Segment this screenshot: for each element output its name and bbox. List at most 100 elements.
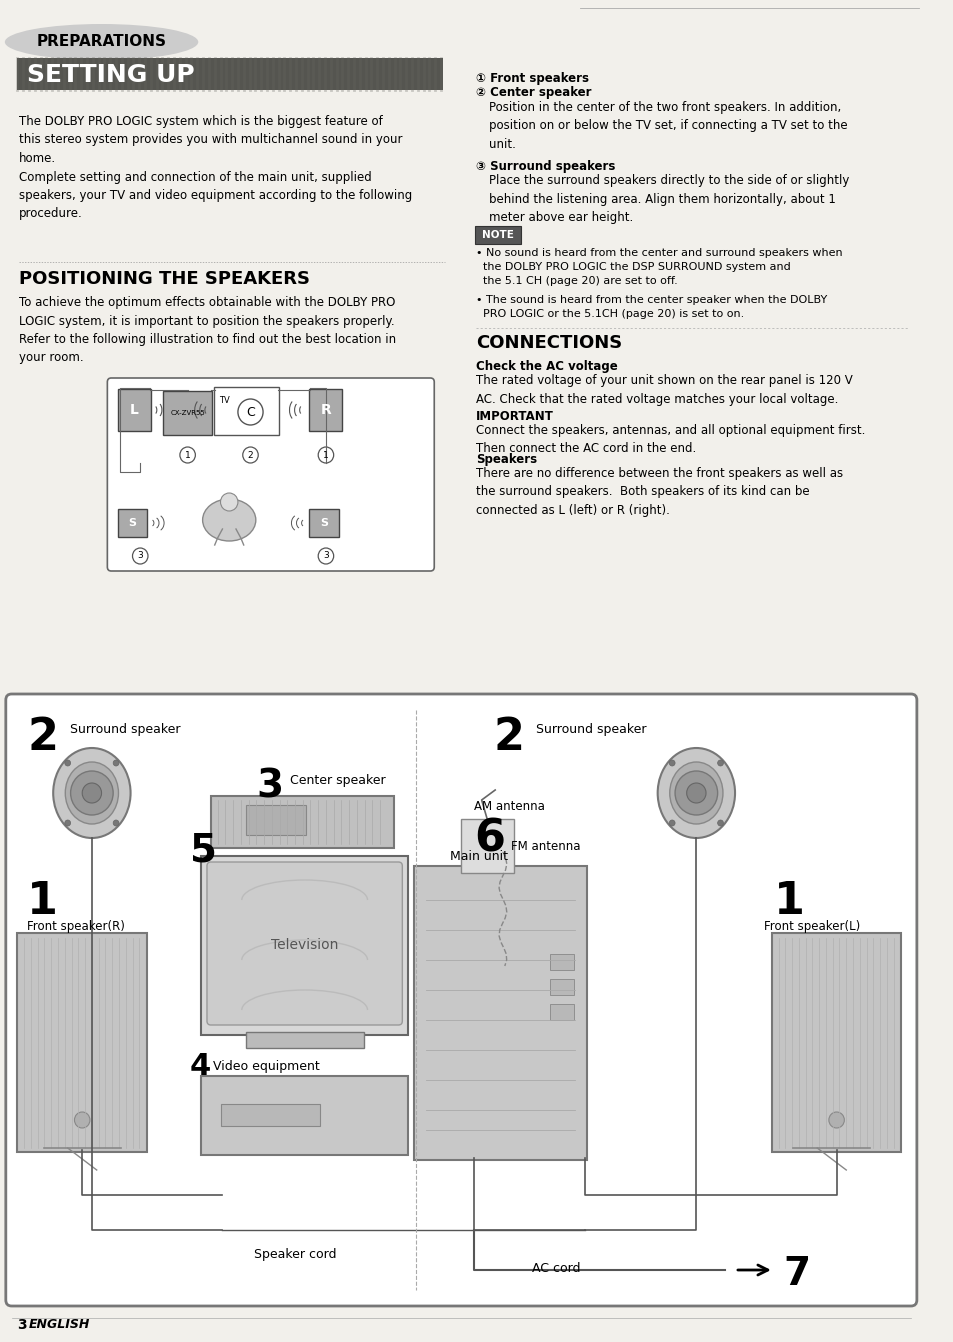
Ellipse shape	[202, 499, 255, 541]
Text: Speaker cord: Speaker cord	[253, 1248, 335, 1261]
FancyBboxPatch shape	[6, 694, 916, 1306]
FancyBboxPatch shape	[213, 386, 278, 435]
Circle shape	[686, 782, 705, 803]
Text: L: L	[130, 403, 139, 417]
Text: Front speaker(L): Front speaker(L)	[763, 921, 860, 933]
Circle shape	[180, 447, 195, 463]
Ellipse shape	[669, 762, 722, 824]
FancyBboxPatch shape	[201, 1076, 408, 1155]
Text: CX-ZVR55: CX-ZVR55	[170, 411, 205, 416]
Circle shape	[82, 782, 101, 803]
Text: 3: 3	[137, 552, 143, 561]
Circle shape	[113, 760, 119, 766]
Text: 6: 6	[474, 819, 504, 862]
Text: Speakers: Speakers	[476, 454, 537, 466]
Text: Main unit: Main unit	[449, 849, 507, 863]
Circle shape	[237, 399, 263, 425]
Circle shape	[242, 447, 258, 463]
FancyBboxPatch shape	[550, 1004, 573, 1020]
Circle shape	[318, 548, 334, 564]
Text: 1: 1	[323, 451, 329, 459]
Text: Center speaker: Center speaker	[290, 774, 385, 786]
Text: Surround speaker: Surround speaker	[70, 723, 180, 735]
Text: 2: 2	[493, 717, 524, 760]
Circle shape	[113, 820, 119, 825]
FancyBboxPatch shape	[17, 58, 442, 90]
Circle shape	[74, 1113, 90, 1129]
Text: ENGLISH: ENGLISH	[29, 1318, 91, 1331]
FancyBboxPatch shape	[201, 856, 408, 1035]
FancyBboxPatch shape	[211, 796, 394, 848]
Text: S: S	[129, 518, 136, 527]
FancyBboxPatch shape	[17, 933, 147, 1151]
Ellipse shape	[53, 747, 131, 837]
Text: ③ Surround speakers: ③ Surround speakers	[476, 160, 615, 173]
Text: Television: Television	[271, 938, 338, 951]
FancyBboxPatch shape	[118, 509, 147, 537]
Text: S: S	[319, 518, 328, 527]
Text: 3: 3	[256, 768, 283, 807]
Text: 3: 3	[323, 552, 329, 561]
Text: Position in the center of the two front speakers. In addition,
position on or be: Position in the center of the two front …	[489, 101, 847, 152]
Circle shape	[71, 772, 113, 815]
Ellipse shape	[65, 762, 118, 824]
FancyBboxPatch shape	[771, 933, 901, 1151]
Text: 7: 7	[782, 1255, 810, 1292]
Circle shape	[65, 820, 71, 825]
Text: POSITIONING THE SPEAKERS: POSITIONING THE SPEAKERS	[19, 270, 310, 289]
FancyBboxPatch shape	[221, 1104, 320, 1126]
Text: FM antenna: FM antenna	[510, 840, 579, 854]
Text: CONNECTIONS: CONNECTIONS	[476, 334, 621, 352]
FancyBboxPatch shape	[108, 378, 434, 570]
Text: ① Front speakers: ① Front speakers	[476, 72, 588, 85]
FancyBboxPatch shape	[163, 391, 212, 435]
Text: TV: TV	[218, 396, 229, 405]
FancyBboxPatch shape	[475, 225, 520, 244]
Text: NOTE: NOTE	[481, 229, 514, 240]
Text: R: R	[320, 403, 331, 417]
FancyBboxPatch shape	[207, 862, 402, 1025]
Text: 5: 5	[190, 832, 216, 870]
Text: AC cord: AC cord	[532, 1261, 579, 1275]
Text: 2: 2	[27, 717, 58, 760]
Text: 2: 2	[248, 451, 253, 459]
Text: • The sound is heard from the center speaker when the DOLBY
  PRO LOGIC or the 5: • The sound is heard from the center spe…	[476, 295, 826, 319]
Circle shape	[318, 447, 334, 463]
Circle shape	[65, 760, 71, 766]
Circle shape	[717, 820, 722, 825]
Text: To achieve the optimum effects obtainable with the DOLBY PRO
LOGIC system, it is: To achieve the optimum effects obtainabl…	[19, 297, 396, 365]
FancyBboxPatch shape	[550, 980, 573, 994]
FancyBboxPatch shape	[246, 1032, 363, 1048]
Text: There are no difference between the front speakers as well as
the surround speak: There are no difference between the fron…	[476, 467, 842, 517]
FancyBboxPatch shape	[550, 954, 573, 970]
Text: Front speaker(R): Front speaker(R)	[27, 921, 125, 933]
Text: 1: 1	[185, 451, 191, 459]
Text: 1: 1	[27, 880, 58, 923]
Text: 4: 4	[190, 1052, 211, 1082]
Circle shape	[220, 493, 237, 511]
Text: Connect the speakers, antennas, and all optional equipment first.
Then connect t: Connect the speakers, antennas, and all …	[476, 424, 864, 455]
Circle shape	[717, 760, 722, 766]
Circle shape	[828, 1113, 843, 1129]
Ellipse shape	[5, 24, 198, 60]
Circle shape	[675, 772, 717, 815]
FancyBboxPatch shape	[246, 805, 305, 835]
FancyBboxPatch shape	[118, 389, 151, 431]
Text: Check the AC voltage: Check the AC voltage	[476, 360, 617, 373]
Text: IMPORTANT: IMPORTANT	[476, 411, 553, 423]
Text: ② Center speaker: ② Center speaker	[476, 86, 591, 99]
FancyBboxPatch shape	[461, 819, 513, 874]
FancyBboxPatch shape	[309, 389, 342, 431]
Text: Video equipment: Video equipment	[213, 1060, 319, 1074]
Text: The rated voltage of your unit shown on the rear panel is 120 V
AC. Check that t: The rated voltage of your unit shown on …	[476, 374, 852, 405]
Text: The DOLBY PRO LOGIC system which is the biggest feature of
this stereo system pr: The DOLBY PRO LOGIC system which is the …	[19, 115, 412, 220]
Circle shape	[669, 820, 675, 825]
FancyBboxPatch shape	[309, 509, 338, 537]
Text: PREPARATIONS: PREPARATIONS	[36, 35, 167, 50]
Circle shape	[669, 760, 675, 766]
Text: • No sound is heard from the center and surround speakers when
  the DOLBY PRO L: • No sound is heard from the center and …	[476, 248, 841, 286]
Text: 3: 3	[17, 1318, 27, 1333]
Text: 1: 1	[773, 880, 804, 923]
Text: SETTING UP: SETTING UP	[27, 63, 194, 87]
Ellipse shape	[657, 747, 734, 837]
